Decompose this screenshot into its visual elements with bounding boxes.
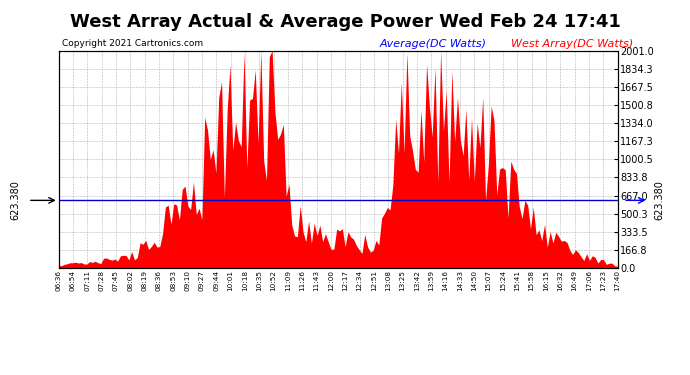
Text: 623.380: 623.380	[654, 180, 664, 220]
Text: Average(DC Watts): Average(DC Watts)	[380, 39, 486, 50]
Text: West Array Actual & Average Power Wed Feb 24 17:41: West Array Actual & Average Power Wed Fe…	[70, 13, 620, 31]
Text: 623.380: 623.380	[10, 180, 21, 220]
Text: Copyright 2021 Cartronics.com: Copyright 2021 Cartronics.com	[62, 39, 204, 48]
Text: West Array(DC Watts): West Array(DC Watts)	[511, 39, 633, 50]
